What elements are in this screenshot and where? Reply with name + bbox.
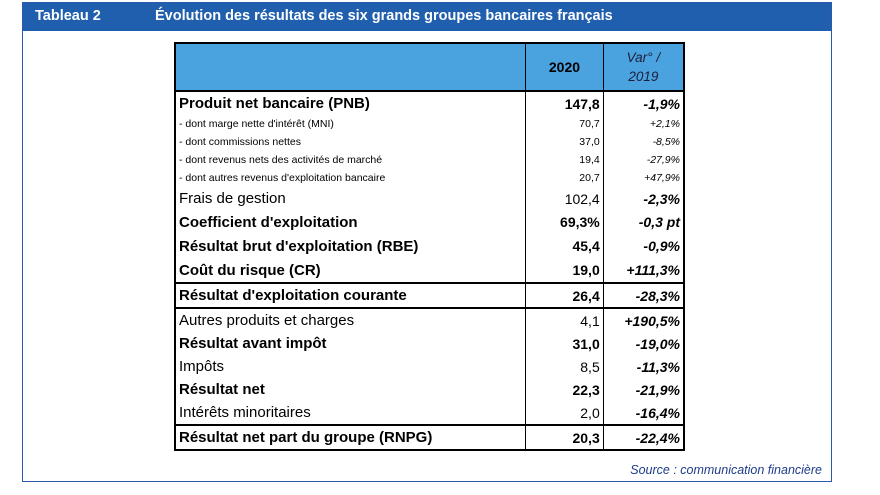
header-year: 2020 [525, 42, 604, 92]
row-value: 31,0 [525, 332, 604, 355]
row-value: 45,4 [525, 234, 604, 258]
row-value: 20,7 [525, 169, 604, 187]
row-label: - dont commissions nettes [174, 133, 527, 151]
row-mni: - dont marge nette d'intérêt (MNI) 70,7 … [174, 115, 685, 133]
header-variation-line2: 2019 [628, 69, 659, 84]
header-variation: Var° / 2019 [603, 42, 685, 92]
table-number: Tableau 2 [35, 8, 101, 24]
row-cout-risque: Coût du risque (CR) 19,0 +111,3% [174, 258, 685, 283]
row-pnb: Produit net bancaire (PNB) 147,8 -1,9% [174, 91, 685, 115]
row-variation: -8,5% [602, 133, 685, 151]
row-value: 19,4 [525, 151, 604, 169]
row-variation: -21,9% [602, 378, 685, 401]
row-value: 2,0 [525, 401, 604, 425]
row-avant-impot: Résultat avant impôt 31,0 -19,0% [174, 332, 685, 355]
row-value: 4,1 [525, 308, 604, 332]
row-label: Coefficient d'exploitation [174, 210, 527, 234]
row-frais: Frais de gestion 102,4 -2,3% [174, 187, 685, 210]
header-label-cell [174, 42, 527, 92]
row-value: 70,7 [525, 115, 604, 133]
row-variation: +190,5% [602, 308, 685, 332]
row-label: Coût du risque (CR) [174, 258, 527, 283]
row-label: Intérêts minoritaires [174, 401, 527, 425]
row-label: Résultat net part du groupe (RNPG) [174, 424, 527, 451]
row-variation: +47,9% [602, 169, 685, 187]
row-variation: -22,4% [602, 424, 685, 451]
row-variation: -28,3% [602, 282, 685, 309]
row-exploitation-courante: Résultat d'exploitation courante 26,4 -2… [174, 282, 685, 309]
row-value: 26,4 [525, 282, 604, 309]
row-label: Résultat d'exploitation courante [174, 282, 527, 309]
table-head-row: 2020 Var° / 2019 [174, 42, 685, 92]
row-commissions: - dont commissions nettes 37,0 -8,5% [174, 133, 685, 151]
row-resultat-net: Résultat net 22,3 -21,9% [174, 378, 685, 401]
row-value: 8,5 [525, 355, 604, 378]
row-variation: -11,3% [602, 355, 685, 378]
row-marche: - dont revenus nets des activités de mar… [174, 151, 685, 169]
table-frame: Tableau 2 Évolution des résultats des si… [22, 2, 832, 482]
row-label: Résultat avant impôt [174, 332, 527, 355]
row-label: Impôts [174, 355, 527, 378]
row-value: 69,3% [525, 210, 604, 234]
row-variation: -0,9% [602, 234, 685, 258]
row-label: - dont autres revenus d'exploitation ban… [174, 169, 527, 187]
row-variation: -2,3% [602, 187, 685, 210]
row-variation: -27,9% [602, 151, 685, 169]
row-autres-revenus: - dont autres revenus d'exploitation ban… [174, 169, 685, 187]
row-label: Produit net bancaire (PNB) [174, 91, 527, 115]
header-variation-line1: Var° / [626, 50, 661, 65]
row-variation: +111,3% [602, 258, 685, 283]
row-variation: +2,1% [602, 115, 685, 133]
row-rnpg: Résultat net part du groupe (RNPG) 20,3 … [174, 424, 685, 451]
row-label: Autres produits et charges [174, 308, 527, 332]
row-autres-produits: Autres produits et charges 4,1 +190,5% [174, 308, 685, 332]
row-label: Résultat brut d'exploitation (RBE) [174, 234, 527, 258]
row-variation: -16,4% [602, 401, 685, 425]
row-value: 20,3 [525, 424, 604, 451]
row-value: 19,0 [525, 258, 604, 283]
table-title: Évolution des résultats des six grands g… [155, 8, 613, 24]
row-minoritaires: Intérêts minoritaires 2,0 -16,4% [174, 401, 685, 425]
row-variation: -19,0% [602, 332, 685, 355]
table-header-bar: Tableau 2 Évolution des résultats des si… [23, 3, 831, 31]
row-label: Frais de gestion [174, 187, 527, 210]
row-variation: -1,9% [602, 91, 685, 115]
results-table: 2020 Var° / 2019 Produit net bancaire (P… [174, 42, 685, 451]
row-value: 22,3 [525, 378, 604, 401]
row-rbe: Résultat brut d'exploitation (RBE) 45,4 … [174, 234, 685, 258]
row-value: 37,0 [525, 133, 604, 151]
row-value: 102,4 [525, 187, 604, 210]
row-label: - dont marge nette d'intérêt (MNI) [174, 115, 527, 133]
row-coefficient: Coefficient d'exploitation 69,3% -0,3 pt [174, 210, 685, 234]
row-value: 147,8 [525, 91, 604, 115]
row-impots: Impôts 8,5 -11,3% [174, 355, 685, 378]
row-variation: -0,3 pt [602, 210, 685, 234]
row-label: Résultat net [174, 378, 527, 401]
source-note: Source : communication financière [630, 463, 822, 477]
row-label: - dont revenus nets des activités de mar… [174, 151, 527, 169]
